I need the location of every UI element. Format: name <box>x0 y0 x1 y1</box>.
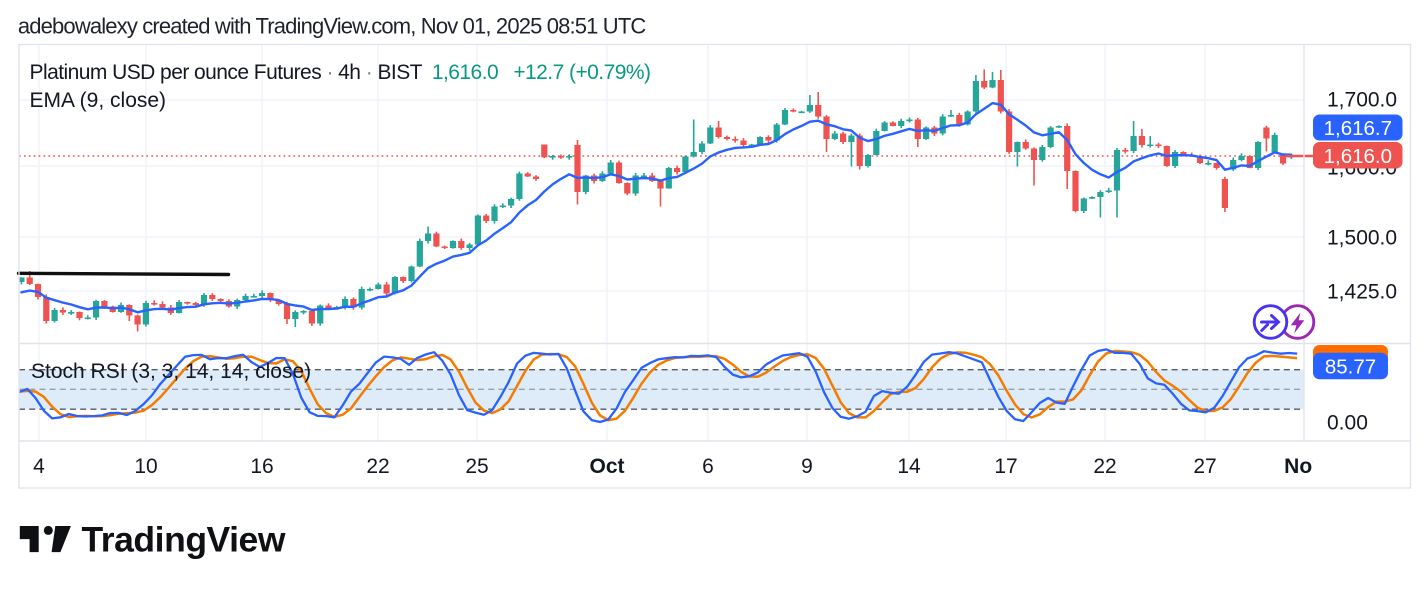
svg-text:1,700.0: 1,700.0 <box>1327 89 1397 112</box>
svg-text:85.77: 85.77 <box>1325 356 1376 379</box>
svg-text:27: 27 <box>1193 455 1216 478</box>
svg-text:10: 10 <box>134 455 157 478</box>
svg-text:22: 22 <box>366 455 389 478</box>
svg-text:Oct: Oct <box>589 455 624 478</box>
svg-text:25: 25 <box>465 455 488 478</box>
svg-text:1,616.0: 1,616.0 <box>1324 145 1392 168</box>
svg-text:TradingView: TradingView <box>82 520 286 560</box>
svg-text:Stoch RSI (3, 3, 14, 14, close: Stoch RSI (3, 3, 14, 14, close) <box>31 360 311 383</box>
svg-text:1,425.0: 1,425.0 <box>1327 281 1397 304</box>
svg-text:22: 22 <box>1093 455 1116 478</box>
svg-text:0.00: 0.00 <box>1327 412 1368 435</box>
svg-text:Platinum USD per ounce Futures: Platinum USD per ounce Futures · 4h · BI… <box>30 61 651 84</box>
svg-text:adebowalexy created with Tradi: adebowalexy created with TradingView.com… <box>18 14 647 39</box>
svg-text:9: 9 <box>801 455 813 478</box>
svg-text:EMA (9, close): EMA (9, close) <box>30 89 167 112</box>
svg-text:16: 16 <box>250 455 273 478</box>
svg-text:4: 4 <box>33 455 45 478</box>
svg-text:Nov: Nov <box>1284 455 1324 478</box>
svg-text:6: 6 <box>702 455 714 478</box>
svg-text:1,616.7: 1,616.7 <box>1324 117 1392 140</box>
svg-text:14: 14 <box>897 455 921 478</box>
svg-text:1,500.0: 1,500.0 <box>1327 227 1397 250</box>
svg-text:17: 17 <box>994 455 1017 478</box>
